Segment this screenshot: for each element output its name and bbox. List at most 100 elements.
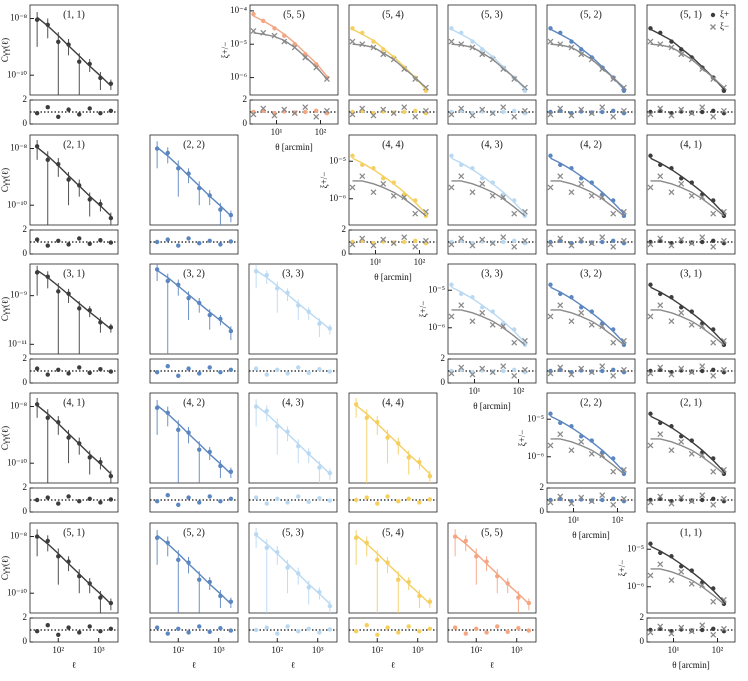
data-point [500, 323, 507, 330]
y-axis-label: Cγγ(ℓ) [0, 297, 10, 321]
ratio-point [34, 111, 40, 116]
ratio-point [370, 112, 377, 119]
ratio-point [720, 107, 727, 114]
ratio-point [285, 624, 290, 629]
ratio-point [526, 628, 532, 633]
ratio-point [98, 367, 103, 372]
panel-title: (3, 3) [282, 268, 304, 279]
model-line [352, 43, 427, 89]
ratio-point [417, 629, 422, 634]
panel-title: (2, 2) [580, 397, 602, 408]
data-point [45, 22, 50, 28]
panel-title: (2, 1) [680, 397, 702, 408]
data-point [578, 438, 585, 445]
ratio-point [678, 365, 685, 372]
data-point [385, 435, 390, 440]
ratio-point [489, 110, 496, 117]
y-tick-label: 10⁻⁶ [627, 581, 644, 591]
ratio-point [511, 372, 518, 379]
model-line [454, 534, 530, 605]
ratio-point [511, 243, 518, 250]
data-point [610, 210, 617, 217]
panel-title: (4, 1) [680, 139, 702, 150]
panel-frame [248, 392, 338, 484]
ratio-point [720, 237, 727, 244]
data-point [422, 208, 429, 215]
data-point [364, 540, 369, 546]
panel-frame [447, 134, 537, 226]
ratio-y-tick-label: 2 [243, 94, 248, 104]
panel-frame [29, 263, 119, 355]
ratio-point [314, 108, 319, 114]
ratio-point [313, 113, 320, 120]
panel-title: (1, 1) [63, 9, 85, 20]
ratio-point [578, 494, 585, 501]
ratio-point [422, 107, 429, 114]
ratio-point [364, 495, 369, 500]
ratio-point [610, 372, 617, 379]
y-axis-label: Cγγ(ℓ) [0, 168, 10, 192]
y-tick-label: 10⁻⁸ [10, 531, 27, 541]
panel-title: (5, 1) [63, 527, 85, 538]
data-point [647, 184, 654, 191]
ratio-point [285, 500, 290, 505]
model-line [550, 157, 625, 215]
ratio-y-tick-label: 0 [23, 636, 28, 646]
ratio-point [375, 501, 380, 506]
ratio-y-tick-label: 0 [540, 506, 545, 516]
model-line [352, 180, 427, 217]
ratio-point [647, 499, 654, 506]
x-tick-label: 10² [712, 645, 724, 655]
model-line [156, 534, 232, 605]
ratio-point [479, 236, 486, 243]
ratio-point [599, 363, 606, 370]
ratio-point [600, 109, 605, 115]
data-point [186, 295, 191, 301]
ratio-y-tick-label: 2 [441, 353, 446, 363]
ratio-point [668, 371, 675, 378]
ratio-point [228, 367, 234, 372]
ratio-point [511, 113, 518, 120]
ratio-point [364, 623, 369, 628]
ratio-point [165, 493, 170, 498]
ratio-point [501, 239, 506, 245]
ratio-point [479, 106, 486, 113]
data-point [108, 215, 114, 221]
data-point [710, 76, 717, 83]
ratio-point [349, 241, 356, 248]
data-point [688, 321, 695, 328]
legend-marker [710, 12, 716, 18]
ratio-point [296, 629, 301, 634]
ratio-point [186, 236, 191, 241]
model-line [255, 534, 331, 605]
ratio-point [197, 500, 202, 505]
ratio-point [176, 502, 181, 507]
ratio-y-tick-label: 0 [23, 506, 28, 516]
ratio-y-tick-label: 2 [23, 482, 28, 492]
ratio-point [317, 630, 322, 635]
y-axis-label: ξ+/− [220, 42, 230, 59]
data-point [449, 282, 454, 287]
ratio-point [385, 494, 390, 499]
data-point [668, 577, 675, 584]
ratio-point [413, 108, 418, 114]
ratio-point [98, 238, 103, 243]
ratio-point [568, 500, 575, 507]
data-point [678, 180, 685, 187]
panel-frame [447, 522, 537, 614]
y-tick-label: 10⁻¹⁰ [7, 69, 27, 79]
panel-frame [546, 392, 636, 484]
data-point [412, 76, 419, 83]
ratio-point [165, 237, 170, 242]
ratio-point [620, 366, 627, 373]
model-line [253, 32, 328, 80]
ratio-y-tick-label: 0 [342, 248, 347, 258]
data-point [285, 565, 290, 570]
y-tick-label: 10⁻⁸ [10, 143, 27, 153]
data-point [375, 557, 380, 563]
panel-frame [248, 522, 338, 614]
ratio-point [218, 499, 223, 504]
ratio-point [323, 107, 330, 114]
data-point [521, 337, 528, 344]
